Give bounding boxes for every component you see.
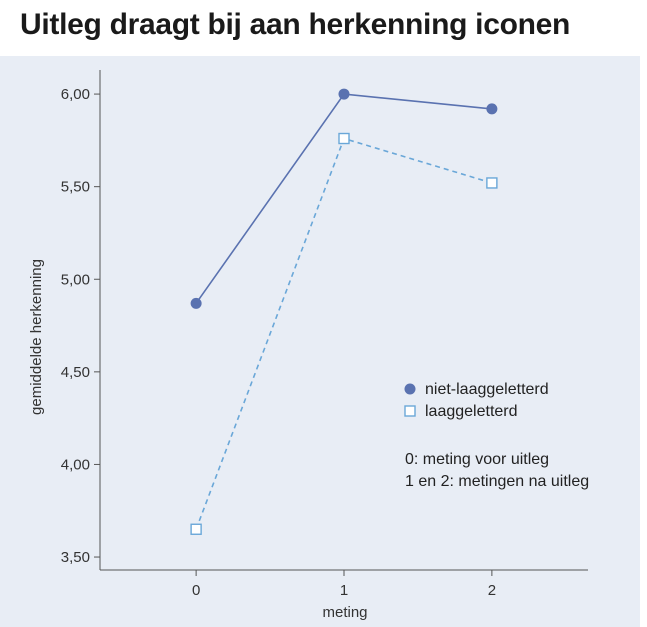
annotation-text: 0: meting voor uitleg — [405, 451, 549, 468]
y-tick-label: 6,00 — [61, 86, 90, 103]
legend-label: niet-laaggeletterd — [425, 381, 549, 398]
y-tick-label: 3,50 — [61, 549, 90, 566]
legend-marker — [404, 383, 416, 395]
y-tick-label: 4,00 — [61, 456, 90, 473]
x-tick-label: 1 — [340, 582, 348, 599]
y-tick-label: 5,00 — [61, 271, 90, 288]
series-line — [195, 93, 492, 304]
x-tick-label: 0 — [192, 582, 200, 599]
data-point — [486, 103, 498, 115]
chart-panel — [0, 56, 640, 627]
axes: 3,50 4,00 4,50 5,00 5,50 6,00 0 1 2 meting gemidde… — [28, 70, 588, 621]
data-point — [338, 88, 350, 100]
series-line — [195, 137, 493, 530]
annotations: 0: meting voor uitleg 1 en 2: metingen na… — [405, 451, 589, 490]
y-tick-label: 4,50 — [61, 364, 90, 381]
x-tick-label: 2 — [488, 582, 496, 599]
legend: niet-laaggeletterd laaggeletterd — [404, 381, 549, 420]
annotation-text: 1 en 2: metingen na uitleg — [405, 473, 589, 490]
series-layer — [190, 88, 498, 535]
data-point — [190, 297, 202, 309]
y-axis-title: gemiddelde herkenning — [28, 259, 45, 415]
data-point — [190, 523, 202, 535]
data-point — [338, 132, 350, 145]
series-1 — [190, 88, 498, 309]
legend-marker — [404, 405, 416, 417]
legend-label: laaggeletterd — [425, 403, 518, 420]
series-2 — [190, 132, 498, 535]
x-axis-title: meting — [322, 604, 367, 621]
chart-title: Uitleg draagt bij aan herkenning iconen — [20, 8, 571, 41]
y-tick-label: 5,50 — [61, 179, 90, 196]
data-point — [486, 177, 498, 189]
